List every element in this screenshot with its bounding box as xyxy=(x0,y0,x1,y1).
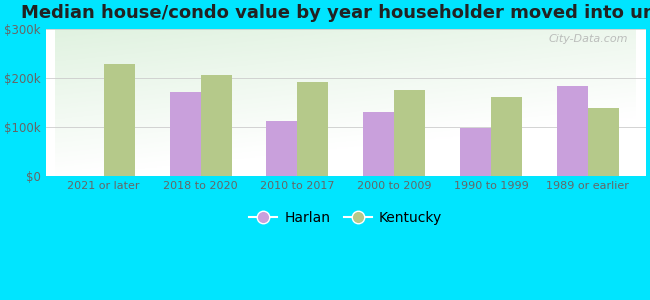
Bar xyxy=(588,108,619,176)
Bar xyxy=(170,92,201,176)
Text: City-Data.com: City-Data.com xyxy=(549,34,628,44)
Bar xyxy=(460,128,491,176)
Bar xyxy=(104,64,135,176)
Bar xyxy=(266,121,297,176)
Bar xyxy=(557,86,588,176)
Bar xyxy=(201,75,231,176)
Bar xyxy=(363,112,394,176)
Legend: Harlan, Kentucky: Harlan, Kentucky xyxy=(244,205,448,230)
Bar xyxy=(491,97,522,176)
Bar xyxy=(297,82,328,176)
Title: Median house/condo value by year householder moved into unit: Median house/condo value by year househo… xyxy=(21,4,650,22)
Bar xyxy=(394,90,425,176)
